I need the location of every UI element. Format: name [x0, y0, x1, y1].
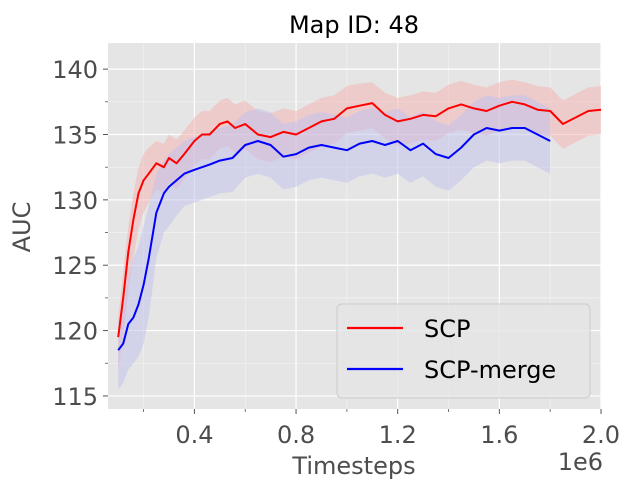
- chart-title: Map ID: 48: [289, 11, 419, 39]
- y-tick-label: 125: [52, 252, 98, 280]
- y-axis-title: AUC: [8, 202, 36, 253]
- x-axis-ticks: 0.4 0.8 1.2 1.6 2.0: [143, 409, 620, 449]
- x-axis-multiplier: 1e6: [558, 448, 603, 476]
- x-tick-label: 2.0: [582, 421, 620, 449]
- legend-label-scp: SCP: [424, 315, 470, 343]
- y-tick-label: 130: [52, 187, 98, 215]
- y-tick-label: 120: [52, 318, 98, 346]
- y-tick-label: 115: [52, 383, 98, 411]
- series-band-scp-merge: [118, 95, 551, 390]
- x-tick-label: 1.6: [480, 421, 518, 449]
- x-axis-title: Timesteps: [291, 452, 415, 480]
- x-tick-label: 1.2: [379, 421, 417, 449]
- series-band-scp: [118, 79, 601, 370]
- y-tick-label: 135: [52, 122, 98, 150]
- legend: SCP SCP-merge: [336, 303, 591, 399]
- y-tick-label: 140: [52, 56, 98, 84]
- y-axis-ticks: 115 120 125 130 135 140: [52, 56, 108, 411]
- legend-label-scp-merge: SCP-merge: [424, 356, 556, 384]
- series-line-scp: [117, 100, 602, 338]
- series-line-scp-merge: [117, 127, 551, 351]
- confidence-bands: [118, 79, 601, 390]
- series-lines: [117, 100, 602, 351]
- x-tick-label: 0.8: [277, 421, 315, 449]
- x-tick-label: 0.4: [175, 421, 213, 449]
